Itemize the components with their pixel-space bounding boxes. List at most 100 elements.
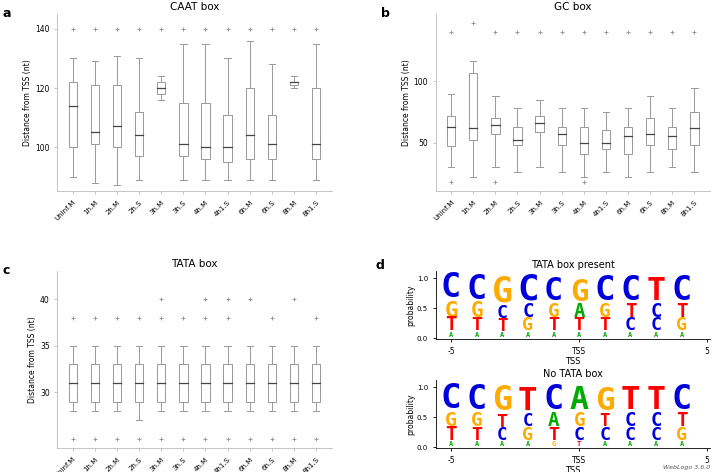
Text: b: b — [381, 7, 390, 20]
Text: A: A — [603, 332, 607, 338]
Bar — [312, 364, 320, 402]
Text: T: T — [445, 424, 457, 444]
Text: G: G — [470, 301, 483, 321]
Text: T: T — [577, 441, 581, 447]
Bar — [201, 103, 209, 159]
Bar — [91, 364, 99, 402]
Text: T: T — [518, 387, 538, 417]
Bar — [157, 82, 166, 94]
Text: G: G — [595, 387, 614, 417]
Bar — [668, 126, 676, 149]
Text: A: A — [680, 441, 684, 447]
Bar — [536, 116, 543, 132]
Text: G: G — [493, 384, 513, 417]
Text: G: G — [574, 412, 585, 430]
Text: T: T — [445, 315, 457, 335]
Text: C: C — [650, 317, 662, 335]
Text: T: T — [574, 317, 585, 335]
Text: C: C — [625, 412, 636, 430]
Text: C: C — [599, 426, 610, 444]
Bar — [646, 118, 655, 145]
Y-axis label: Distance from TSS (nt): Distance from TSS (nt) — [28, 316, 37, 403]
Text: C: C — [441, 271, 461, 304]
Bar — [267, 115, 276, 159]
Text: G: G — [676, 317, 687, 335]
Text: T: T — [497, 413, 508, 431]
Text: T: T — [548, 317, 559, 335]
Text: T: T — [497, 317, 508, 335]
Bar — [469, 73, 478, 140]
Bar — [558, 126, 566, 145]
Bar — [157, 364, 166, 402]
Y-axis label: Distance from TSS (nt): Distance from TSS (nt) — [24, 59, 32, 146]
Bar — [602, 130, 610, 149]
Text: A: A — [628, 441, 632, 447]
Bar — [69, 82, 77, 147]
Text: C: C — [522, 302, 533, 321]
Text: a: a — [3, 7, 11, 20]
Bar — [113, 85, 121, 147]
Text: T: T — [647, 385, 665, 416]
Text: C: C — [672, 274, 692, 307]
Text: A: A — [500, 332, 505, 338]
Text: G: G — [676, 426, 687, 444]
Bar — [447, 116, 455, 146]
Text: A: A — [603, 441, 607, 447]
Bar — [312, 88, 320, 159]
Text: T: T — [471, 317, 483, 335]
Text: T: T — [471, 426, 483, 444]
Text: A: A — [574, 302, 585, 321]
Bar — [224, 364, 232, 402]
Text: T: T — [676, 412, 688, 430]
Text: C: C — [650, 302, 662, 321]
Bar — [179, 103, 188, 156]
Text: A: A — [628, 332, 632, 338]
Text: A: A — [577, 332, 581, 338]
X-axis label: TSS: TSS — [565, 466, 581, 472]
Text: C: C — [467, 273, 487, 306]
Text: C: C — [523, 413, 533, 430]
Text: C: C — [620, 274, 640, 307]
Text: G: G — [551, 441, 556, 447]
Text: A: A — [570, 385, 589, 416]
Bar — [267, 364, 276, 402]
Bar — [179, 364, 188, 402]
Text: C: C — [594, 274, 615, 307]
Text: G: G — [445, 301, 458, 320]
Text: A: A — [500, 441, 505, 447]
Text: d: d — [376, 259, 384, 272]
Bar — [201, 364, 209, 402]
Text: C: C — [467, 383, 487, 416]
Text: A: A — [680, 332, 684, 338]
Bar — [690, 112, 698, 145]
Bar — [113, 364, 121, 402]
Text: c: c — [3, 264, 10, 277]
Text: A: A — [654, 332, 658, 338]
Text: G: G — [445, 411, 457, 430]
Bar — [491, 118, 500, 134]
Text: C: C — [543, 383, 564, 416]
Bar — [135, 112, 143, 156]
Text: C: C — [497, 426, 508, 444]
Text: A: A — [654, 441, 658, 447]
Text: T: T — [548, 426, 559, 444]
Bar — [624, 126, 632, 153]
Bar — [579, 126, 588, 153]
Text: A: A — [449, 441, 453, 447]
Bar — [290, 82, 298, 85]
Text: T: T — [625, 302, 636, 321]
Bar — [224, 115, 232, 162]
Text: G: G — [492, 274, 513, 308]
Text: C: C — [544, 276, 563, 307]
Title: TATA box: TATA box — [171, 259, 218, 269]
Text: A: A — [475, 441, 479, 447]
Text: C: C — [650, 412, 662, 430]
Text: T: T — [599, 317, 610, 335]
Title: No TATA box: No TATA box — [543, 370, 603, 379]
Text: T: T — [647, 276, 665, 307]
Text: WebLogo 3.6.0: WebLogo 3.6.0 — [663, 465, 710, 470]
Text: T: T — [599, 413, 610, 430]
X-axis label: TSS: TSS — [565, 357, 581, 366]
Text: C: C — [497, 304, 508, 322]
Text: A: A — [526, 441, 530, 447]
